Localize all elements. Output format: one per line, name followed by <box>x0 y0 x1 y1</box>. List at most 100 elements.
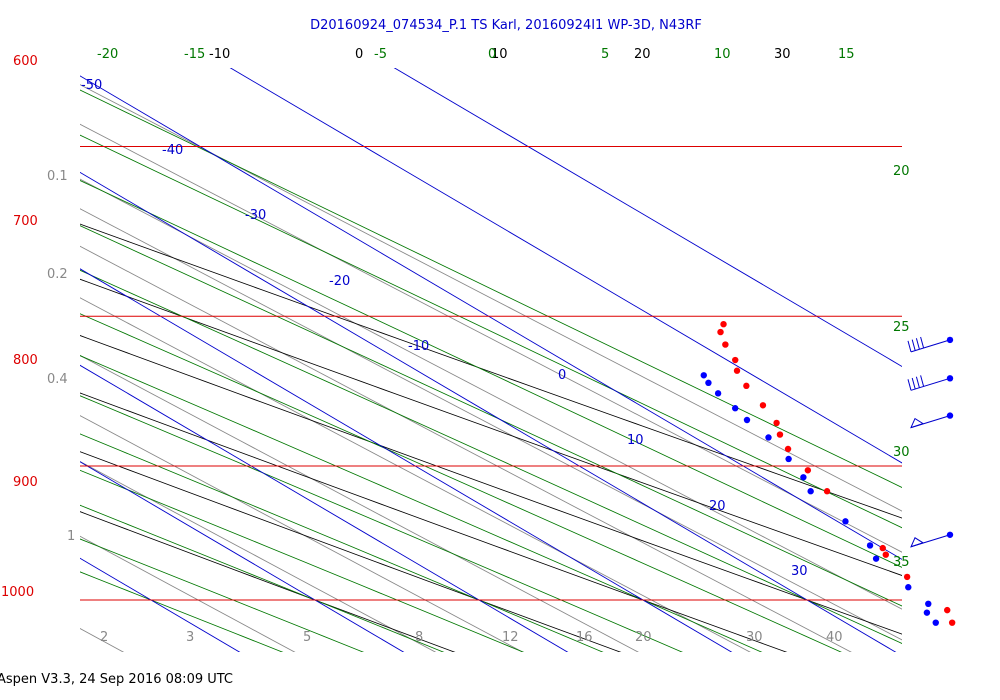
wind-barb <box>910 531 954 548</box>
wind-barbs <box>907 336 954 548</box>
potential-temp-label: 10 <box>491 47 508 62</box>
mixing-ratio-label: 0.2 <box>47 267 68 282</box>
equiv-potential-temp-label: 30 <box>893 445 910 460</box>
mixing-ratio-line <box>80 297 751 652</box>
equiv-potential-temp-label: 35 <box>893 555 910 570</box>
mixing-ratio-label: 1 <box>67 529 75 544</box>
temperature-point <box>905 584 912 591</box>
isotherm-line <box>80 364 569 652</box>
dry-adiabat-line <box>80 511 456 652</box>
temperature-point <box>923 609 931 616</box>
moist-adiabat-line <box>80 134 902 529</box>
footer-text: Aspen V3.3, 24 Sep 2016 08:09 UTC <box>0 672 233 687</box>
mixing-ratio-label: 8 <box>415 630 423 645</box>
plot-area <box>80 68 902 652</box>
moist-adiabat-line <box>80 504 445 652</box>
wind-barb <box>907 375 954 391</box>
axis-labels: 6007008009001000-50-40-30-20-100102030-1… <box>1 47 910 645</box>
temperature-point <box>731 405 739 412</box>
potential-temp-label: 20 <box>634 47 651 62</box>
isotherm-line <box>80 75 902 560</box>
temperature-point <box>705 379 712 387</box>
dewpoint-point <box>882 551 889 558</box>
pressure-label: 1000 <box>1 585 34 600</box>
pressure-label: 600 <box>13 54 38 69</box>
temperature-point <box>785 455 792 463</box>
mixing-ratio-line <box>80 535 296 652</box>
dewpoint-point <box>720 320 727 328</box>
mixing-ratio-line <box>80 178 902 610</box>
dewpoint-point <box>823 488 831 495</box>
isotherm-label: 10 <box>627 433 644 448</box>
isotherm-line <box>80 557 241 652</box>
moist-adiabat-line <box>80 469 525 652</box>
moist-adiabat-line <box>80 313 842 652</box>
potential-temp-label: -10 <box>209 47 230 62</box>
dry-adiabat-line <box>80 392 788 652</box>
equiv-potential-temp-label: -15 <box>184 47 205 62</box>
temperature-point <box>714 390 722 397</box>
mixing-ratio-line <box>80 460 437 652</box>
dewpoint-point <box>879 544 886 552</box>
wind-barb-dot <box>946 375 954 382</box>
mixing-ratio-label: 2 <box>100 630 108 645</box>
isotherm-line <box>80 268 733 652</box>
moist-adiabat-line <box>80 571 284 652</box>
isotherm-line <box>393 68 902 367</box>
dry-adiabat-line <box>80 278 902 576</box>
equiv-potential-temp-label: 5 <box>601 47 609 62</box>
temperature-point <box>700 372 707 379</box>
isotherm-label: -10 <box>408 339 429 354</box>
dewpoint-point <box>776 431 784 438</box>
mixing-ratio-label: 20 <box>635 630 652 645</box>
dry-adiabat-lines <box>80 223 902 652</box>
isotherm-line <box>80 171 897 652</box>
wind-barb <box>907 336 954 353</box>
temperature-point <box>743 416 751 424</box>
moist-adiabat-lines <box>80 89 902 652</box>
equiv-potential-temp-label: 25 <box>893 320 910 335</box>
dry-adiabat-line <box>80 223 902 519</box>
dewpoint-point <box>903 573 911 581</box>
moist-adiabat-line <box>80 89 902 488</box>
temperature-point <box>842 518 849 525</box>
mixing-ratio-label: 16 <box>576 630 593 645</box>
temperature-point <box>925 600 932 608</box>
isotherm-line <box>80 461 405 652</box>
temperature-point <box>872 555 880 562</box>
temperature-point <box>800 474 807 481</box>
isotherm-label: -50 <box>81 78 102 93</box>
wind-barb-dot <box>946 336 954 344</box>
mixing-ratio-label: 0.1 <box>47 169 68 184</box>
mixing-ratio-lines <box>80 84 902 652</box>
equiv-potential-temp-label: 0 <box>488 47 496 62</box>
mixing-ratio-label: 0.4 <box>47 372 68 387</box>
dewpoint-point <box>948 619 956 626</box>
isotherm-label: 30 <box>791 564 808 579</box>
dewpoint-point <box>804 467 812 474</box>
dewpoint-point <box>732 356 739 364</box>
dry-adiabat-line <box>80 451 622 652</box>
pressure-label: 800 <box>13 353 38 368</box>
isotherm-label: 20 <box>709 499 726 514</box>
potential-temp-label: 30 <box>774 47 791 62</box>
mixing-ratio-line <box>80 245 852 652</box>
equiv-potential-temp-label: 10 <box>714 47 731 62</box>
mixing-ratio-line <box>80 123 902 553</box>
isobar-lines <box>80 145 902 601</box>
dewpoint-point <box>773 419 780 427</box>
sounding-traces <box>700 320 956 626</box>
equiv-potential-temp-label: 15 <box>838 47 855 62</box>
moist-adiabat-line <box>80 269 902 644</box>
moist-adiabat-line <box>80 179 902 568</box>
wind-barb-dot <box>946 412 954 419</box>
mixing-ratio-line <box>80 415 524 652</box>
pressure-label: 700 <box>13 214 38 229</box>
isotherm-label: 0 <box>558 368 566 383</box>
mixing-ratio-label: 30 <box>746 630 763 645</box>
dewpoint-point <box>717 328 724 336</box>
temperature-point <box>932 619 939 626</box>
chart-title: D20160924_074534_P.1 TS Karl, 20160924I1… <box>310 18 702 33</box>
isotherm-label: -30 <box>245 208 266 223</box>
equiv-potential-temp-label: -5 <box>374 47 387 62</box>
